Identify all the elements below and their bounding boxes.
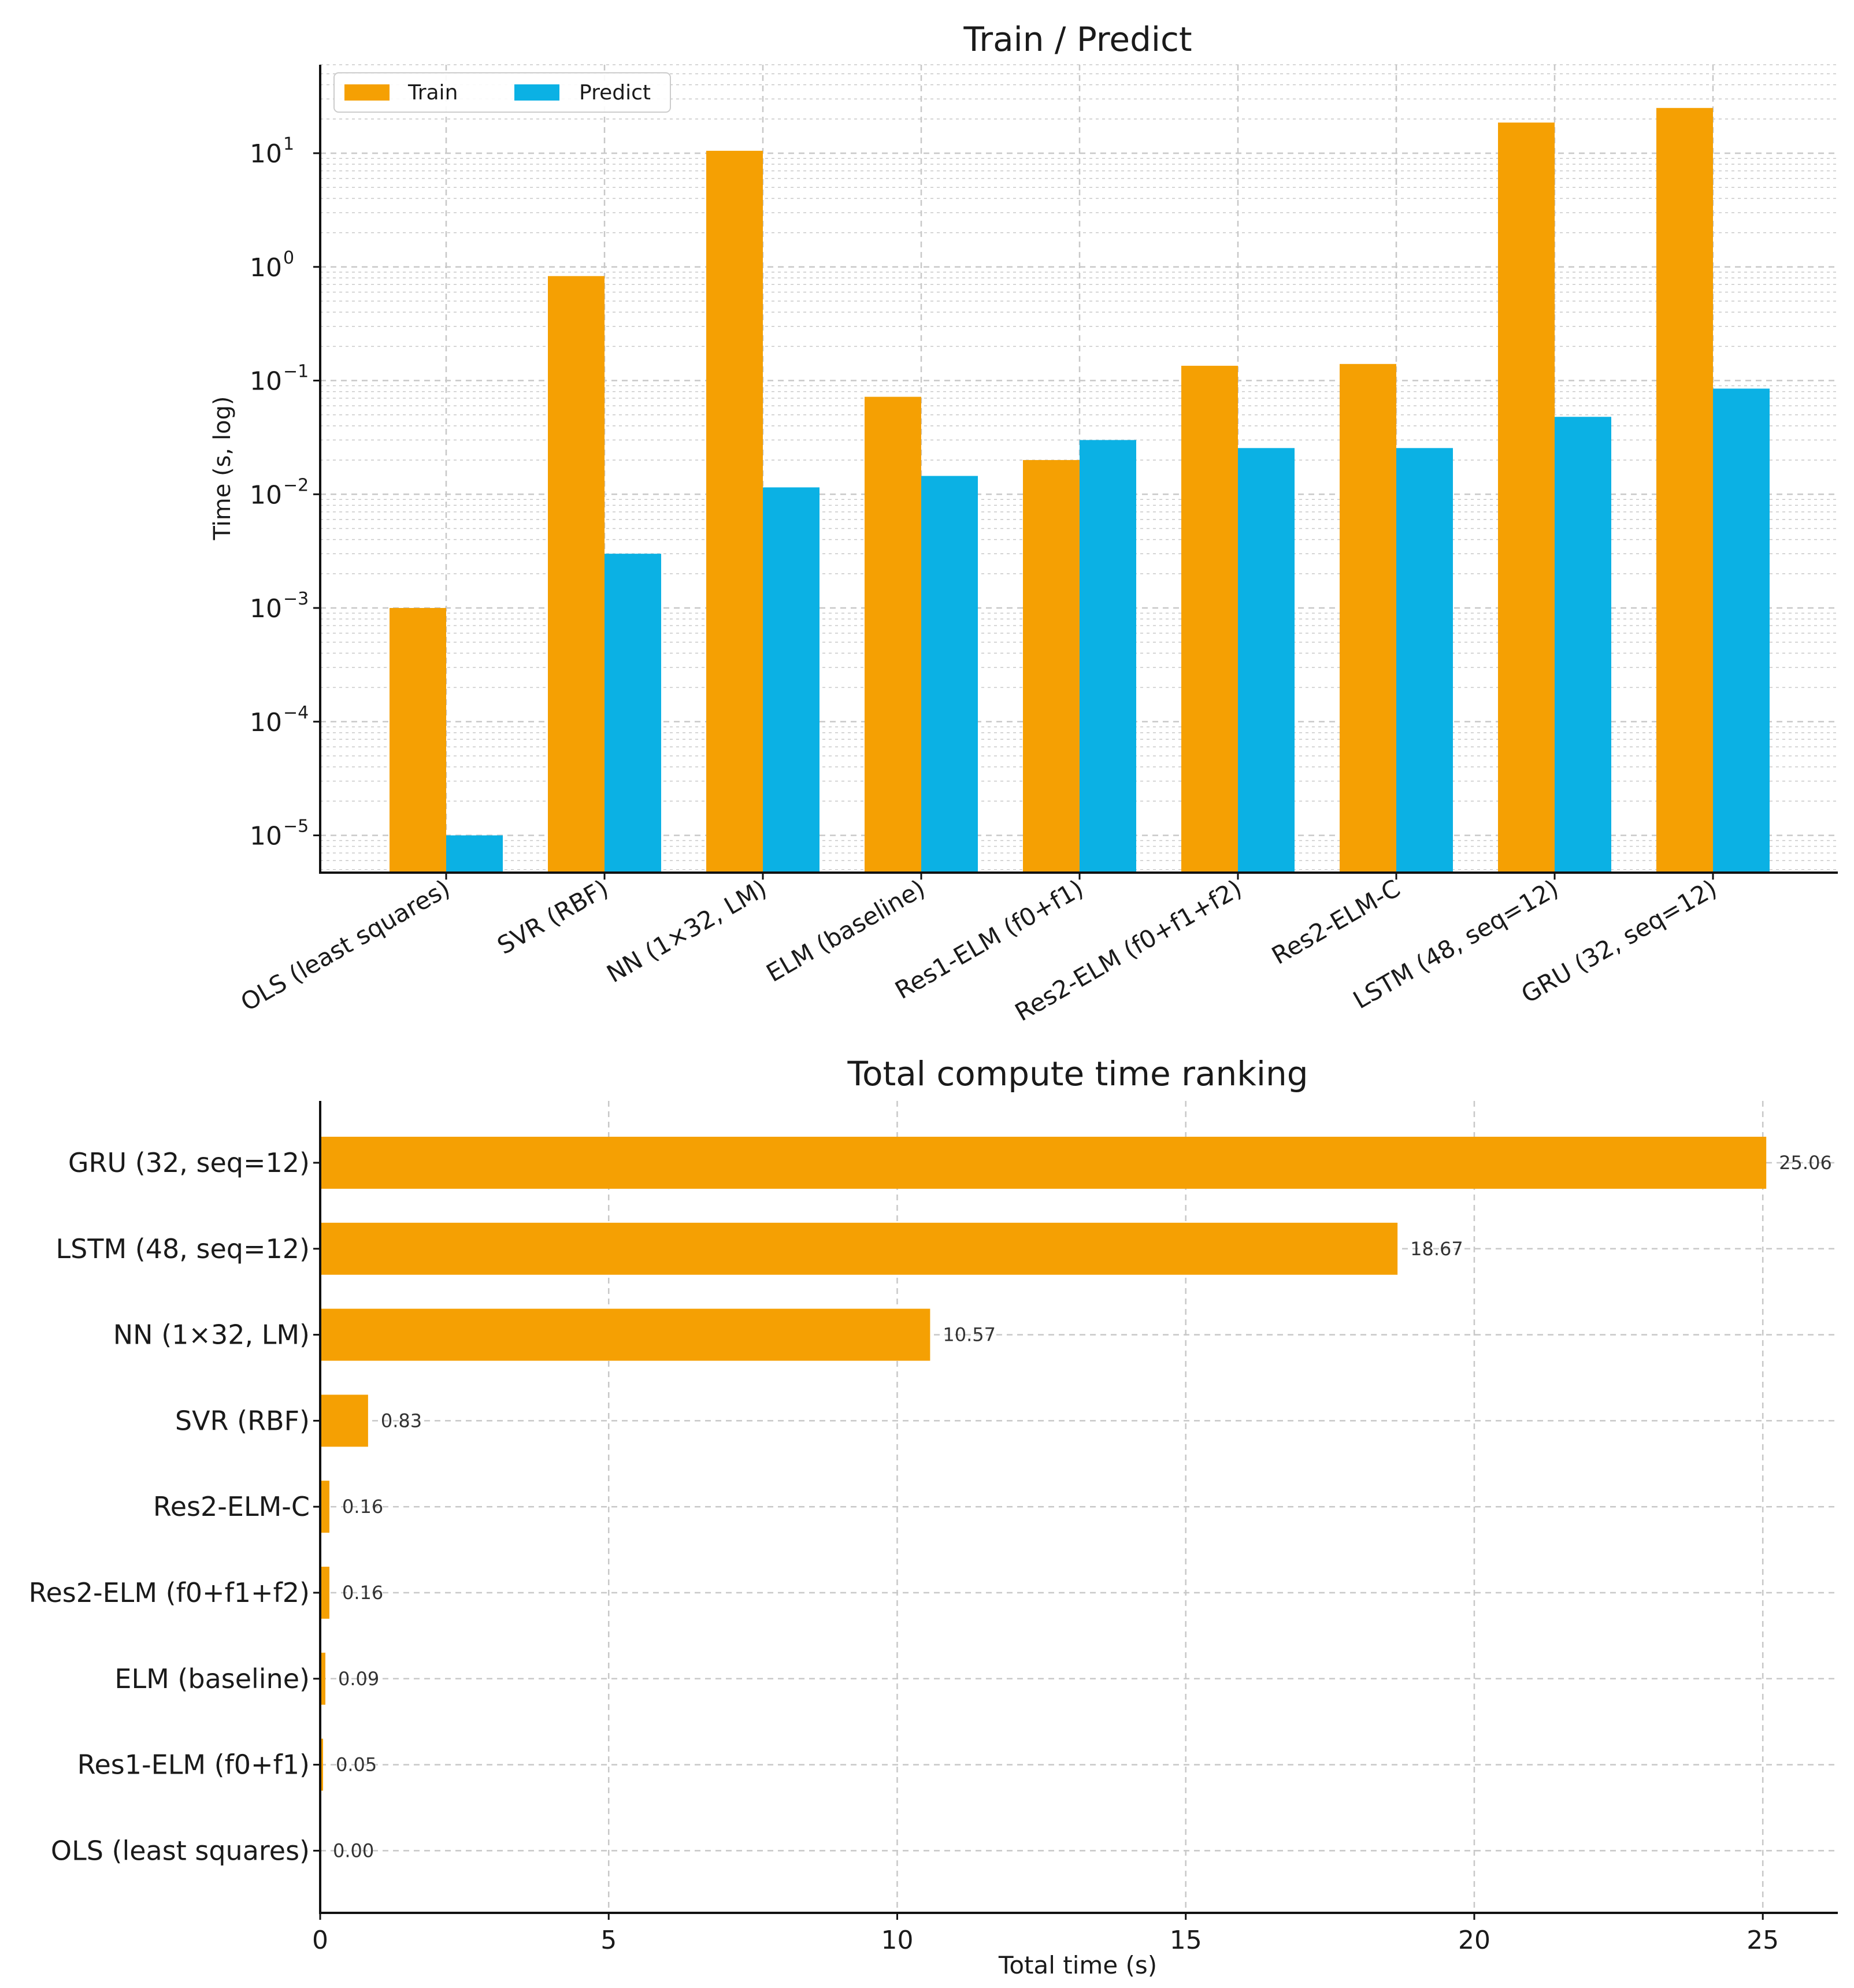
x-tick-label: 0 [312,1926,328,1955]
predict-bar [1713,388,1770,873]
y-tick-exponent: 1 [283,134,294,154]
predict-bar [1555,417,1611,873]
bar-value-label: 0.16 [342,1496,383,1518]
y-tick-label: 10 [250,253,282,283]
x-tick-label: 15 [1170,1926,1202,1955]
train-bar [1181,365,1238,873]
y-tick-exponent: −2 [283,475,309,495]
x-tick-label: 10 [881,1926,913,1955]
total-time-bar [320,1222,1398,1275]
y-tick-label: 10 [250,480,282,510]
y-tick-exponent: −3 [283,589,309,609]
y-tick-exponent: 0 [283,248,294,268]
top-axes [319,65,1838,874]
legend-box [333,72,671,113]
y-tick-label: 10 [250,594,282,624]
chart-title: Total compute time ranking [847,1054,1308,1093]
bar-value-label: 0.16 [342,1582,383,1604]
predict-bar [1396,448,1453,873]
total-time-bar [320,1652,325,1705]
total-time-bar [320,1394,368,1447]
legend-swatch-train [344,84,390,101]
bar-value-label: 10.57 [943,1324,996,1346]
predict-bar [605,554,661,873]
x-axis-label: Total time (s) [998,1951,1157,1979]
bar-value-label: 25.06 [1779,1152,1832,1174]
legend-label-train: Train [407,81,458,105]
y-tick-exponent: −1 [283,362,309,382]
bar-value-label: 18.67 [1410,1238,1463,1260]
y-tick-label: 10 [250,708,282,737]
train-bar [548,276,605,873]
y-category-label: GRU (32, seq=12) [68,1147,310,1178]
y-category-label: Res2-ELM (f0+f1+f2) [29,1577,310,1608]
y-category-label: LSTM (48, seq=12) [56,1233,310,1264]
bar-value-label: 0.83 [381,1410,422,1431]
total-time-bar [320,1308,930,1361]
total-time-ranking-chart: Total compute time ranking 25.06 18.67 10.… [29,1054,1838,1979]
predict-bar [763,487,820,873]
total-time-bar [320,1137,1767,1189]
y-category-label: OLS (least squares) [51,1835,310,1866]
predict-bar [446,835,503,873]
train-bar [865,396,921,873]
train-bar [1340,364,1396,873]
y-tick-exponent: −5 [283,816,309,836]
train-bar [390,608,446,873]
x-tick-labels: 0 5 10 15 20 25 [312,1913,1779,1955]
chart-title: Train / Predict [963,20,1192,59]
top-bars [390,107,1770,873]
y-tick-label: 10 [250,367,282,396]
train-bar [706,150,763,873]
total-time-bar [320,1567,329,1619]
y-tick-label: 10 [250,139,282,169]
predict-bar [921,476,978,873]
legend-label-predict: Predict [579,81,651,105]
y-tick-exponent: −4 [283,703,309,723]
bar-value-label: 0.00 [333,1839,374,1861]
y-category-label: NN (1×32, LM) [113,1319,310,1351]
bar-value-label: 0.05 [336,1754,377,1776]
x-tick-label: 5 [600,1926,617,1955]
train-bar [1656,107,1713,873]
legend: Train Predict [333,72,671,113]
bottom-bars: 25.06 18.67 10.57 0.83 0.16 0.16 0.09 0.05 0.00 [320,1137,1832,1861]
predict-bar [1238,448,1295,873]
y-category-label: SVR (RBF) [175,1405,310,1436]
y-axis-label: Time (s, log) [209,396,236,540]
y-category-label: ELM (baseline) [114,1663,310,1694]
legend-swatch-predict [514,84,559,101]
bar-value-label: 0.09 [338,1668,379,1690]
predict-bar [1080,440,1136,873]
train-bar [1498,123,1555,873]
y-category-label: Res1-ELM (f0+f1) [77,1749,310,1781]
train-bar [1023,460,1080,873]
total-time-bar [320,1481,329,1533]
x-tick-label: 25 [1747,1926,1779,1955]
x-tick-label: 20 [1458,1926,1490,1955]
total-time-bar [320,1738,323,1791]
y-category-labels: GRU (32, seq=12) LSTM (48, seq=12) NN (1×3… [29,1147,320,1866]
y-category-label: Res2-ELM-C [153,1491,310,1522]
y-tick-label: 10 [250,821,282,851]
